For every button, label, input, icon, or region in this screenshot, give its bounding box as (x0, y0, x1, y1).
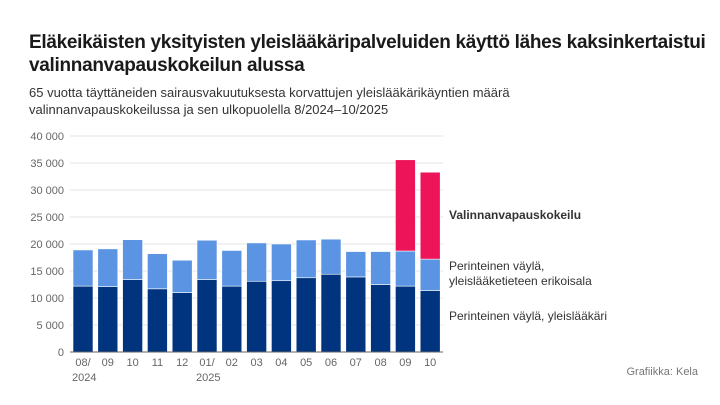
legend-label: yleislääketieteen erikoisala (449, 274, 592, 288)
bar-segment (147, 253, 168, 290)
bar-segment (395, 250, 416, 287)
chart-subtitle: 65 vuotta täyttäneiden sairausvakuutukse… (29, 85, 510, 117)
x-tick-label: 12 (176, 357, 188, 369)
y-tick-label: 20 000 (30, 239, 64, 251)
y-tick-label: 10 000 (30, 293, 64, 305)
credit: Grafiikka: Kela (626, 366, 698, 378)
x-tick-label: 10 (126, 357, 138, 369)
bar-segment (171, 259, 193, 293)
bar-segment (246, 242, 267, 282)
y-tick-label: 35 000 (30, 158, 64, 170)
bar-segment (147, 288, 168, 353)
bar-segment (419, 171, 441, 260)
x-tick-label: 02 (226, 357, 238, 369)
y-tick-label: 25 000 (30, 212, 64, 224)
bar-segment (72, 285, 94, 353)
bar-segment (295, 239, 317, 279)
bar-segment (419, 290, 441, 353)
bar-segment (271, 243, 292, 282)
bar-segment (171, 292, 193, 353)
bar-segment (320, 238, 342, 275)
bar-segment (196, 279, 218, 353)
bar-segment (196, 239, 218, 280)
y-tick-label: 5 000 (36, 320, 64, 332)
bar-segment (419, 258, 441, 291)
legend-label: Perinteinen väylä, (449, 259, 544, 273)
x-tick-label: 08/ (75, 357, 91, 369)
bar-segment (221, 250, 243, 287)
bar-segment (122, 239, 143, 280)
bar-segment (97, 248, 119, 287)
x-tick-label: 01/ (199, 357, 215, 369)
bar-segment (271, 280, 292, 353)
y-tick-label: 30 000 (30, 185, 64, 197)
x-tick-label: 04 (275, 357, 287, 369)
bar-segment (370, 284, 391, 353)
x-tick-label: 2024 (72, 372, 96, 384)
x-tick-label: 2025 (196, 372, 220, 384)
bar-segment (72, 249, 94, 287)
bar-segment (97, 286, 119, 353)
bar-segment (395, 159, 416, 252)
bar-segment (395, 285, 416, 353)
bar-segment (320, 273, 342, 353)
x-tick-label: 11 (152, 357, 163, 369)
bar-segment (370, 251, 391, 285)
bar-segment (345, 276, 367, 353)
x-tick-label: 06 (325, 357, 337, 369)
bar-segment (246, 280, 267, 353)
y-tick-label: 15 000 (30, 266, 64, 278)
bar-segment (122, 279, 143, 353)
x-tick-label: 07 (350, 357, 362, 369)
y-tick-label: 0 (58, 347, 64, 359)
x-tick-label: 09 (102, 357, 114, 369)
bar-segment (295, 277, 317, 353)
x-tick-label: 09 (399, 357, 411, 369)
x-tick-label: 05 (300, 357, 312, 369)
bar-segment (221, 285, 243, 353)
x-tick-label: 03 (250, 357, 262, 369)
legend-label: Valinnanvapauskokeilu (449, 208, 581, 222)
legend-label: Perinteinen väylä, yleislääkäri (449, 309, 607, 323)
x-tick-label: 08 (374, 357, 386, 369)
chart-title: Eläkeikäisten yksityisten yleislääkäripa… (29, 32, 706, 76)
x-tick-label: 10 (424, 357, 436, 369)
y-tick-label: 40 000 (30, 131, 64, 143)
bar-segment (345, 251, 367, 278)
